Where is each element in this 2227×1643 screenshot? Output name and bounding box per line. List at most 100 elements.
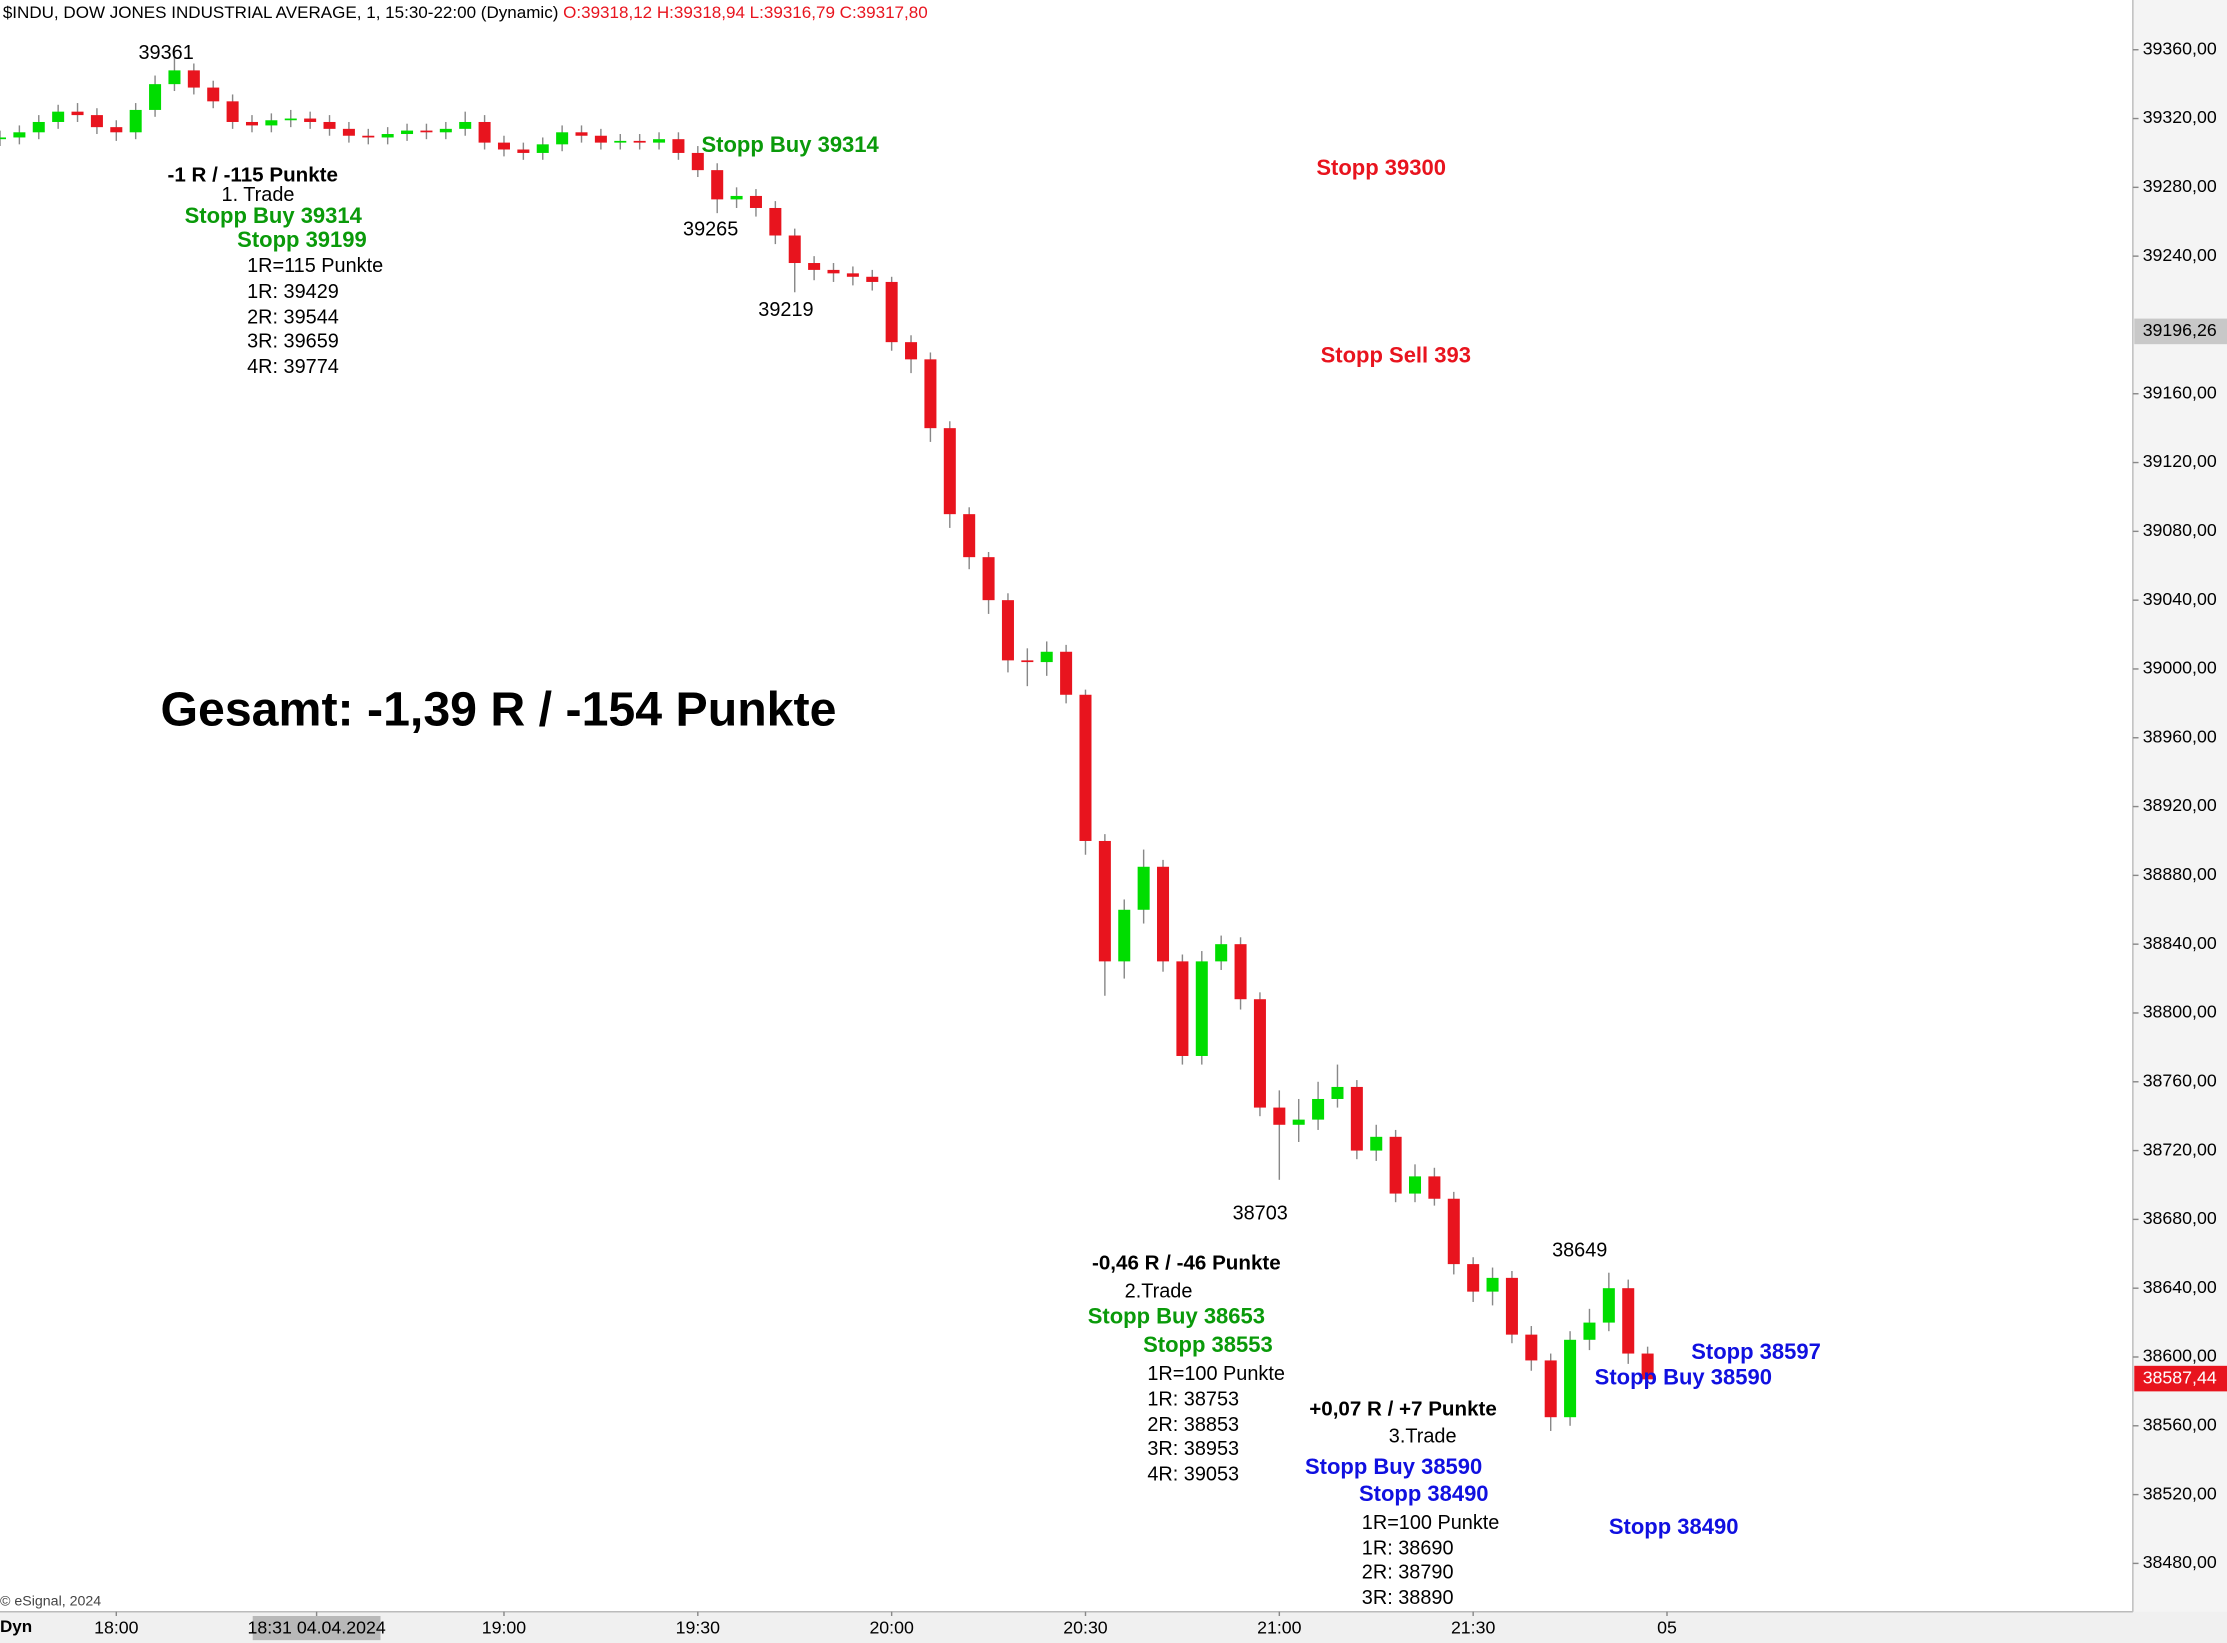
y-tick-label: 39160,00: [2143, 382, 2217, 402]
annotation: Stopp Buy 38653: [1088, 1304, 1265, 1329]
y-tick-label: 38800,00: [2143, 1002, 2217, 1022]
y-tick-label: 39000,00: [2143, 658, 2217, 678]
candle-body: [1098, 840, 1111, 962]
candle-body: [1641, 1353, 1654, 1380]
annotation: Gesamt: -1,39 R / -154 Punkte: [160, 683, 836, 737]
copyright: © eSignal, 2024: [0, 1594, 101, 1610]
price-marker: [2134, 318, 2227, 345]
candle-body: [1137, 866, 1150, 910]
annotation: Stopp 38597: [1691, 1339, 1821, 1364]
candle-body: [866, 276, 879, 282]
candle-body: [226, 101, 239, 122]
crosshair-box: [252, 1615, 381, 1641]
x-tick-label: 19:30: [676, 1617, 721, 1637]
candle-body: [653, 139, 666, 143]
annotation: 2R: 38790: [1362, 1562, 1454, 1584]
candle-body: [1312, 1098, 1325, 1120]
annotation: 4R: 39053: [1147, 1464, 1239, 1486]
y-tick-label: 38880,00: [2143, 864, 2217, 884]
candle-body: [1583, 1322, 1596, 1340]
candle-body: [1525, 1334, 1538, 1361]
annotation: 2R: 38853: [1147, 1414, 1239, 1436]
candle-body: [846, 273, 859, 277]
annotation: -0,46 R / -46 Punkte: [1092, 1251, 1281, 1274]
candle-body: [420, 130, 433, 133]
candle-body: [1273, 1107, 1286, 1125]
annotation: 3R: 38953: [1147, 1438, 1239, 1460]
x-tick-label: 20:30: [1063, 1617, 1108, 1637]
candle-body: [401, 130, 414, 135]
candle-body: [149, 84, 162, 110]
dyn-button[interactable]: Dyn: [0, 1617, 32, 1636]
annotation: Stopp Buy 38590: [1305, 1454, 1482, 1479]
annotation: 1R: 38690: [1362, 1538, 1454, 1560]
candle-body: [362, 135, 375, 138]
candle-body: [905, 342, 918, 360]
annotation: Stopp Buy 39314: [701, 132, 879, 157]
y-tick-label: 39360,00: [2143, 38, 2217, 58]
y-tick-label: 38760,00: [2143, 1070, 2217, 1090]
annotation: 39361: [139, 42, 194, 64]
candle-body: [1060, 651, 1073, 695]
candle-body: [1331, 1086, 1344, 1099]
candle-body: [129, 109, 142, 133]
y-tick-label: 39040,00: [2143, 589, 2217, 609]
candle-body: [672, 139, 685, 153]
candle-body: [924, 359, 937, 429]
candle-body: [1505, 1277, 1518, 1335]
y-tick-label: 38520,00: [2143, 1483, 2217, 1503]
y-tick-label: 38640,00: [2143, 1277, 2217, 1297]
candle-body: [1253, 999, 1266, 1108]
annotation: 39265: [683, 218, 738, 240]
candle-body: [13, 132, 26, 138]
y-tick-label: 38720,00: [2143, 1139, 2217, 1159]
annotation: Stopp Buy 38590: [1595, 1365, 1772, 1390]
x-tick-label: 18:00: [94, 1617, 139, 1637]
candle-body: [1292, 1119, 1305, 1125]
x-tick-label: 20:00: [869, 1617, 914, 1637]
candle-body: [633, 140, 646, 143]
candle-body: [769, 207, 782, 236]
annotation: 38649: [1552, 1239, 1607, 1261]
candle-body: [1486, 1277, 1499, 1292]
y-tick-label: 39240,00: [2143, 245, 2217, 265]
annotation: Stopp Buy 39314: [185, 203, 363, 228]
y-tick-label: 39280,00: [2143, 176, 2217, 196]
candle-body: [1602, 1288, 1615, 1323]
annotation: 1R=100 Punkte: [1362, 1512, 1500, 1534]
candle-body: [556, 132, 569, 145]
candle-body: [1622, 1288, 1635, 1354]
annotation: Stopp 38490: [1609, 1514, 1739, 1539]
y-tick-label: 38600,00: [2143, 1346, 2217, 1366]
annotation: 38703: [1233, 1202, 1288, 1224]
candle-body: [1409, 1176, 1422, 1194]
candle-body: [0, 137, 7, 140]
candle-body: [459, 121, 472, 129]
candle-body: [439, 128, 452, 133]
annotation: 1R=115 Punkte: [247, 255, 383, 277]
candle-body: [32, 121, 45, 133]
candle-body: [1370, 1136, 1383, 1151]
annotation: 3R: 38890: [1362, 1587, 1454, 1609]
candle-body: [594, 135, 607, 143]
candle-body: [1350, 1086, 1363, 1151]
y-tick-label: 39320,00: [2143, 107, 2217, 127]
candle-body: [1195, 961, 1208, 1056]
candle-body: [381, 134, 394, 138]
candle-body: [207, 87, 220, 102]
candle-body: [788, 235, 801, 264]
annotation: Stopp 39199: [237, 227, 367, 252]
chart-title: $INDU, DOW JONES INDUSTRIAL AVERAGE, 1, …: [3, 2, 928, 21]
y-tick-label: 39120,00: [2143, 451, 2217, 471]
price-marker-label: 39196,26: [2143, 320, 2217, 340]
annotation: 1R: 38753: [1147, 1388, 1239, 1410]
x-tick-label: 18:31 04.04.2024: [248, 1617, 386, 1637]
price-marker-label: 38587,44: [2143, 1367, 2217, 1387]
candle-body: [982, 557, 995, 601]
candle-body: [536, 144, 549, 153]
title: $INDU, DOW JONES INDUSTRIAL AVERAGE, 1, …: [3, 2, 559, 21]
candle-body: [304, 118, 317, 122]
candle-body: [71, 111, 84, 116]
candle-body: [943, 428, 956, 515]
